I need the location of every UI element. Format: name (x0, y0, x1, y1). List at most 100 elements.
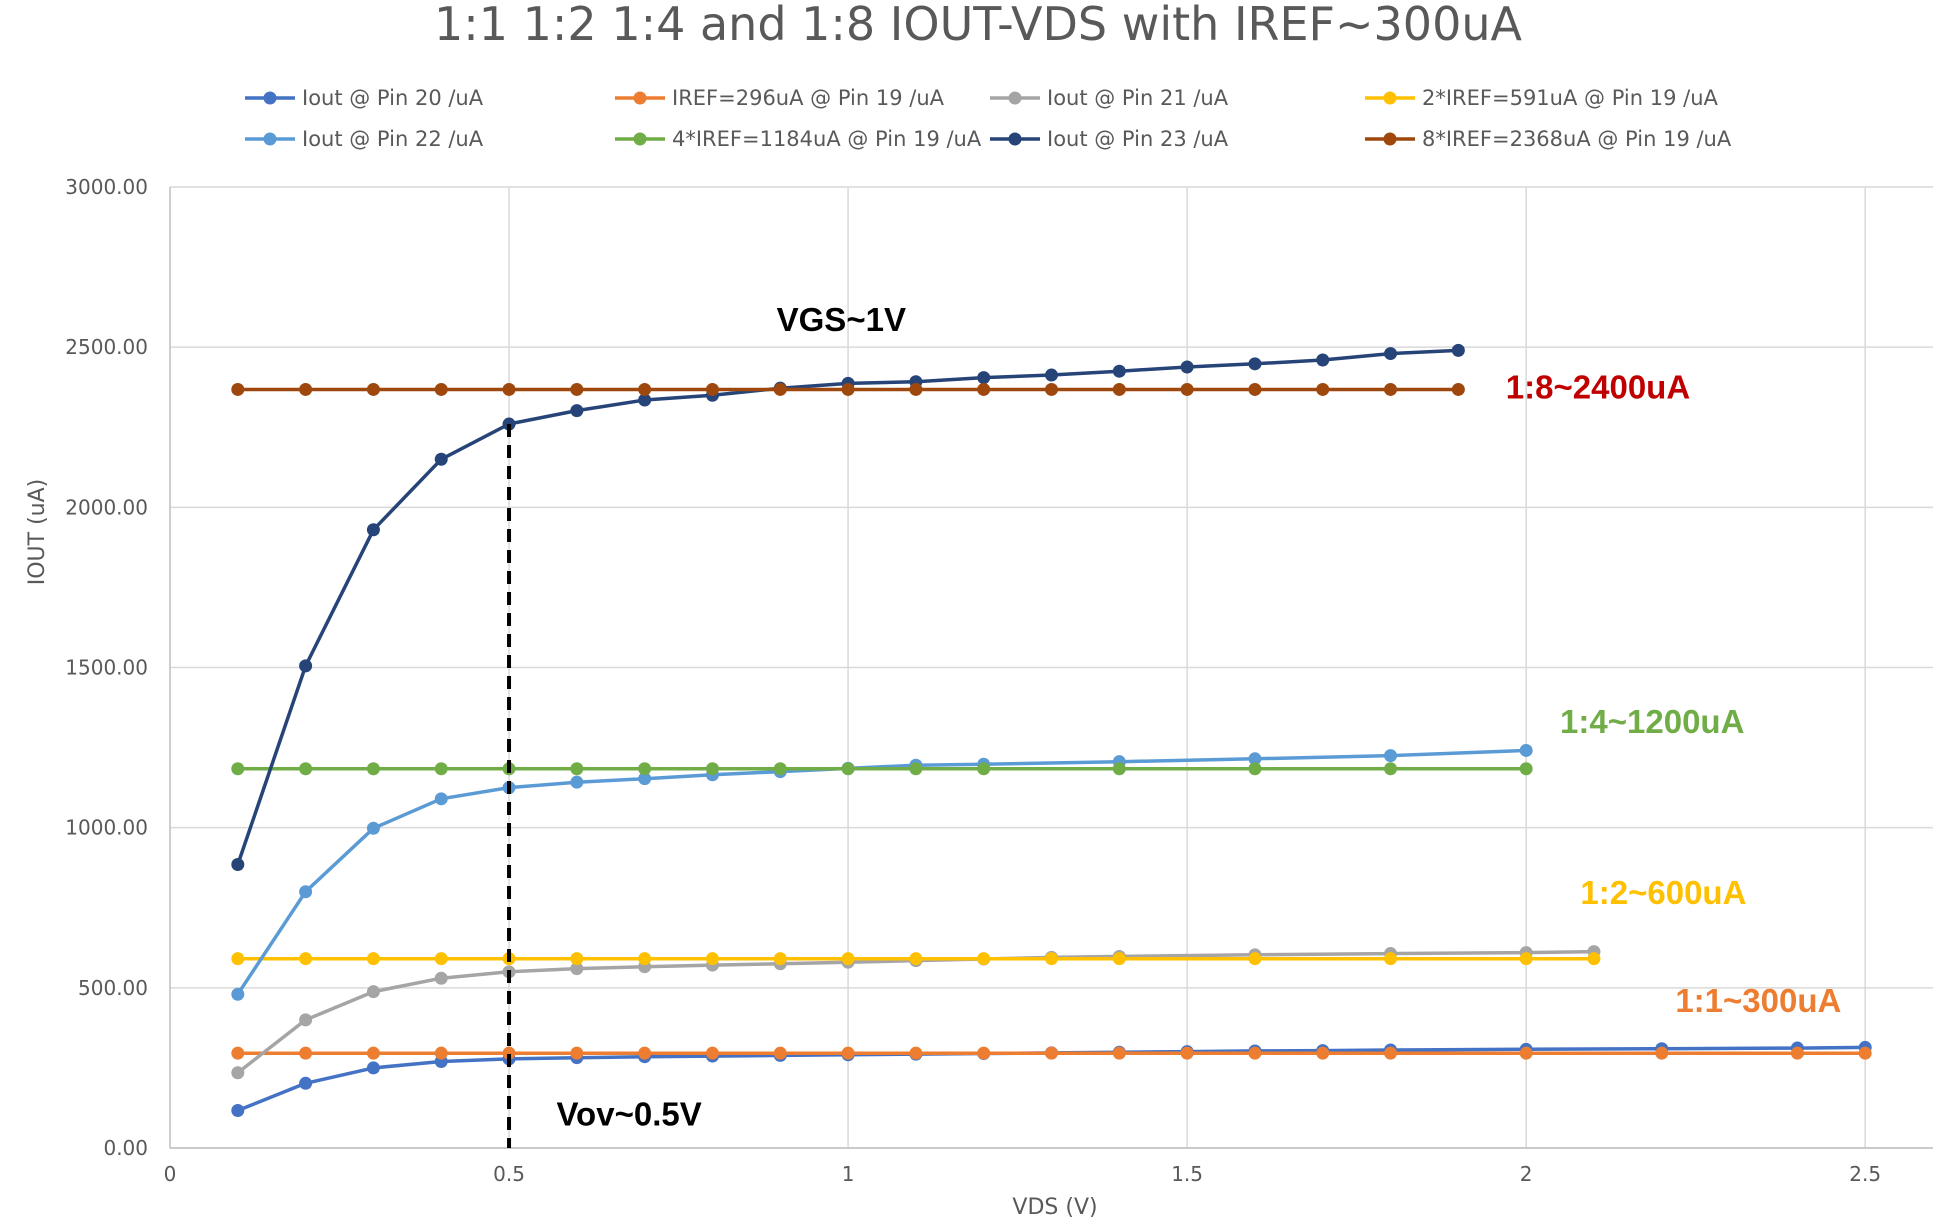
series-line (236, 748, 1527, 996)
legend-swatch-marker (263, 91, 277, 105)
data-point (1451, 343, 1465, 357)
data-point (570, 952, 584, 966)
data-point (231, 762, 245, 776)
legend-label: 2*IREF=591uA @ Pin 19 /uA (1422, 86, 1719, 110)
data-point (366, 762, 380, 776)
data-point (841, 762, 855, 776)
legend-entry: Iout @ Pin 22 /uA (245, 127, 484, 151)
data-point (705, 1046, 719, 1060)
data-point (638, 772, 652, 786)
data-point (366, 523, 380, 537)
legend-entry: IREF=296uA @ Pin 19 /uA (615, 86, 945, 110)
data-series (231, 343, 1872, 1118)
data-point (1112, 382, 1126, 396)
data-point (231, 1104, 245, 1118)
y-axis-title: IOUT (uA) (25, 479, 50, 586)
data-point (434, 762, 448, 776)
data-point (1180, 360, 1194, 374)
legend-label: Iout @ Pin 21 /uA (1047, 86, 1229, 110)
x-axis-title: VDS (V) (1012, 1195, 1097, 1220)
data-point (1655, 1046, 1669, 1060)
data-point (977, 382, 991, 396)
data-point (502, 1046, 516, 1060)
data-point (231, 987, 245, 1001)
data-point (1112, 1046, 1126, 1060)
legend-label: Iout @ Pin 22 /uA (302, 127, 484, 151)
annotation-label: 1:4~1200uA (1560, 703, 1744, 740)
data-point (1248, 762, 1262, 776)
gridlines (170, 186, 1933, 1149)
data-point (1248, 752, 1262, 766)
legend-entry: Iout @ Pin 20 /uA (245, 86, 484, 110)
series-8 (231, 382, 1465, 396)
data-point (434, 452, 448, 466)
y-tick-label: 1000.00 (65, 816, 148, 840)
data-point (434, 1046, 448, 1060)
data-point (434, 382, 448, 396)
legend-entry: 8*IREF=2368uA @ Pin 19 /uA (1365, 127, 1732, 151)
legend: Iout @ Pin 20 /uA IREF=296uA @ Pin 19 /uA… (245, 86, 1732, 151)
data-point (977, 762, 991, 776)
legend-swatch-marker (1383, 91, 1397, 105)
data-point (366, 821, 380, 835)
data-point (1316, 353, 1330, 367)
data-point (909, 1046, 923, 1060)
y-tick-label: 3000.00 (65, 175, 148, 199)
annotation-label: 1:2~600uA (1580, 874, 1746, 911)
data-point (705, 382, 719, 396)
data-point (299, 382, 313, 396)
data-point (773, 382, 787, 396)
data-point (638, 393, 652, 407)
legend-swatch-marker (1008, 132, 1022, 146)
data-point (299, 762, 313, 776)
y-tick-label: 2000.00 (65, 495, 148, 519)
data-point (1384, 347, 1398, 361)
y-tick-label: 500.00 (78, 976, 148, 1000)
data-point (1858, 1046, 1872, 1060)
data-point (366, 985, 380, 999)
data-point (1384, 749, 1398, 763)
legend-entry: 4*IREF=1184uA @ Pin 19 /uA (615, 127, 982, 151)
data-point (1045, 1046, 1058, 1060)
data-point (1384, 762, 1398, 776)
data-point (841, 382, 855, 396)
data-point (1112, 762, 1126, 776)
data-point (841, 952, 855, 966)
data-point (1519, 952, 1533, 966)
data-point (909, 762, 923, 776)
data-point (1045, 382, 1058, 396)
data-point (299, 659, 313, 673)
data-point (1519, 743, 1533, 757)
legend-swatch-marker (1008, 91, 1022, 105)
data-point (977, 952, 991, 966)
data-point (1248, 952, 1262, 966)
chart-title: 1:1 1:2 1:4 and 1:8 IOUT-VDS with IREF~3… (434, 0, 1522, 51)
data-point (1587, 952, 1601, 966)
y-tick-label: 2500.00 (65, 335, 148, 359)
annotations: VGS~1V 1:8~2400uA 1:4~1200uA 1:2~600uA 1:1~3… (557, 301, 1842, 1132)
x-tick-label: 2.5 (1849, 1162, 1881, 1186)
data-point (299, 1013, 313, 1027)
data-point (1384, 382, 1398, 396)
y-tick-label: 1500.00 (65, 656, 148, 680)
data-point (977, 371, 991, 385)
data-point (705, 952, 719, 966)
data-point (231, 1066, 245, 1080)
data-point (1112, 364, 1126, 378)
data-point (231, 952, 245, 966)
data-point (1180, 1046, 1194, 1060)
data-point (570, 775, 584, 789)
legend-label: Iout @ Pin 23 /uA (1047, 127, 1229, 151)
legend-swatch-marker (633, 132, 647, 146)
data-point (434, 952, 448, 966)
data-point (1045, 368, 1058, 382)
data-point (1316, 382, 1330, 396)
data-point (773, 952, 787, 966)
data-point (773, 1046, 787, 1060)
legend-entry: Iout @ Pin 23 /uA (990, 127, 1229, 151)
data-point (841, 1046, 855, 1060)
data-point (638, 382, 652, 396)
data-point (1112, 952, 1126, 966)
